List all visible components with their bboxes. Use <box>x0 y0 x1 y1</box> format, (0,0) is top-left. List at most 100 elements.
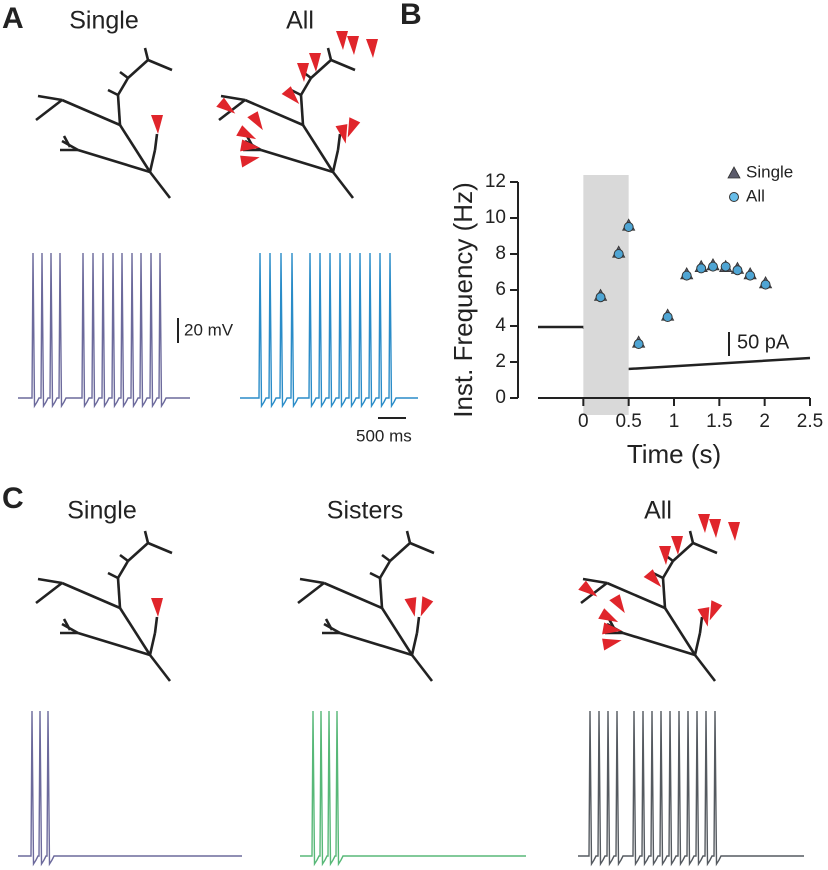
tree-title: Single <box>69 7 139 35</box>
stimulus-marker <box>602 638 622 651</box>
dendrite <box>693 632 702 656</box>
dendrite <box>299 77 313 96</box>
dendrite <box>62 618 72 631</box>
dendrite <box>299 577 325 585</box>
stimulus-marker <box>698 514 710 533</box>
dendrite <box>148 632 157 656</box>
dendrite <box>62 135 72 148</box>
dendrite <box>37 577 63 585</box>
dendrite <box>153 616 159 634</box>
y-axis-label: Inst. Frequency (Hz) <box>448 182 478 418</box>
dendrite <box>77 631 151 657</box>
stimulus-marker <box>709 519 721 538</box>
scale-label: 500 ms <box>356 426 412 445</box>
stimulus-marker <box>420 596 434 617</box>
stimulus-marker <box>151 115 163 134</box>
dendrite <box>119 70 129 80</box>
data-point <box>633 339 644 349</box>
dendrite <box>582 577 608 585</box>
dendrite <box>116 577 122 609</box>
stimulus-window <box>583 175 629 415</box>
dendrite <box>410 632 419 656</box>
dendrite <box>107 571 119 580</box>
dendrite <box>127 542 149 562</box>
stimulus-marker <box>609 594 625 614</box>
stimulus-marker <box>347 117 361 138</box>
data-point <box>595 292 606 303</box>
x-tick-label: 2 <box>759 411 770 432</box>
dendrite <box>116 77 130 96</box>
dendrite <box>127 59 149 79</box>
y-tick-label: 10 <box>485 207 506 228</box>
dendrite <box>339 631 413 657</box>
dendrite <box>118 124 152 173</box>
dendrite <box>692 541 718 555</box>
data-point <box>760 279 771 290</box>
voltage-trace <box>240 252 418 409</box>
stimulus-marker <box>578 580 598 597</box>
dendrite <box>148 149 157 173</box>
dendrite <box>378 577 384 609</box>
dendrite <box>326 47 333 61</box>
dendrite <box>698 616 704 634</box>
dendrite <box>37 94 63 102</box>
legend-marker <box>727 166 741 179</box>
dendrite <box>336 133 342 151</box>
y-tick-label: 6 <box>495 279 506 300</box>
stimulus-marker <box>347 36 359 55</box>
stimulus-marker <box>309 53 321 72</box>
dendrite <box>61 98 121 127</box>
x-tick-label: 1 <box>669 411 680 432</box>
chart: 0 2 4 6 8 10 12 0 0.5 1 1.5 2 2.5 Time (s) Inst. Frequ… <box>448 162 823 468</box>
dendrite <box>389 542 411 562</box>
legend-marker <box>729 192 739 202</box>
dendrite <box>119 553 129 563</box>
data-point <box>696 263 707 274</box>
dendrite <box>331 171 355 199</box>
dendrite <box>323 581 383 610</box>
dendrite <box>409 541 435 555</box>
dendrite <box>116 560 130 579</box>
y-tick-label: 0 <box>495 387 506 408</box>
data-point <box>662 312 673 322</box>
voltage-trace <box>18 710 242 867</box>
stimulus-marker <box>602 622 623 635</box>
dendrite <box>143 530 150 544</box>
stimulus-marker <box>728 522 740 541</box>
dendrite <box>153 133 159 151</box>
stimulus-marker <box>709 600 723 621</box>
dendrite <box>35 98 63 122</box>
dendrite <box>606 581 666 610</box>
stimulus-marker <box>336 31 348 50</box>
stimulus-marker <box>247 111 263 131</box>
stimulus-marker <box>216 97 236 114</box>
dendrite <box>260 148 334 174</box>
panel-label: A <box>2 2 24 35</box>
dendrite <box>415 616 421 634</box>
stimulus-marker <box>671 536 683 555</box>
dendrite <box>148 654 172 682</box>
data-point <box>681 270 692 281</box>
y-tick-label: 12 <box>485 171 506 192</box>
dendrite <box>693 654 717 682</box>
y-tick-label: 4 <box>495 315 506 336</box>
y-tick-label: 8 <box>495 243 506 264</box>
dendrite <box>35 581 63 605</box>
data-point <box>745 270 756 281</box>
tree-title: All <box>644 497 672 525</box>
voltage-trace <box>300 710 526 867</box>
stimulus-marker <box>404 597 417 617</box>
dendrite <box>116 94 122 126</box>
x-tick-label: 0.5 <box>615 411 641 432</box>
dendrite <box>107 88 119 97</box>
y-tick-label: 2 <box>495 351 506 372</box>
data-point <box>623 222 634 232</box>
stimulus-marker <box>643 569 662 588</box>
voltage-trace <box>18 252 190 409</box>
stimulus-marker <box>240 139 261 152</box>
x-tick-label: 2.5 <box>797 411 823 432</box>
dendrite <box>220 94 246 102</box>
stimulus-marker <box>297 63 309 82</box>
dendrite <box>77 148 151 174</box>
